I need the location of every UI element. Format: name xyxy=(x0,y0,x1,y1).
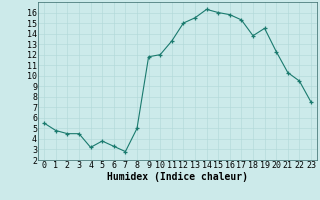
X-axis label: Humidex (Indice chaleur): Humidex (Indice chaleur) xyxy=(107,172,248,182)
